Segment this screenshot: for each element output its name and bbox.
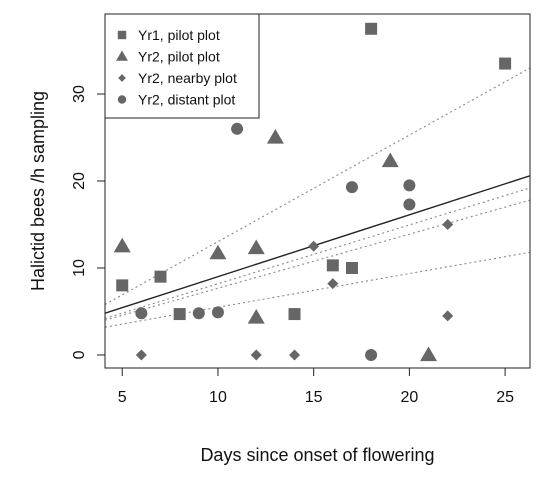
legend-entry-label: Yr1, pilot plot xyxy=(138,27,220,43)
legend-entry-label: Yr2, nearby plot xyxy=(138,70,237,86)
data-point-diamond-1 xyxy=(250,349,262,361)
data-point-diamond-0 xyxy=(135,349,147,361)
series-fit-line-3 xyxy=(105,199,530,321)
data-point-square-1 xyxy=(154,270,167,283)
data-point-diamond-5 xyxy=(442,218,454,230)
plot-area xyxy=(105,22,530,362)
x-tick-label: 5 xyxy=(118,389,127,406)
x-tick-label: 20 xyxy=(400,389,418,406)
data-point-circle-4 xyxy=(345,181,358,194)
y-tick-label: 20 xyxy=(71,172,88,190)
data-point-circle-0 xyxy=(135,307,148,320)
legend-marker-diamond xyxy=(118,74,126,82)
data-point-triangle-3 xyxy=(247,309,265,324)
y-axis-label: Halictid bees /h sampling xyxy=(28,91,48,291)
data-point-diamond-4 xyxy=(327,278,339,290)
legend-marker-circle xyxy=(117,95,127,104)
data-point-circle-5 xyxy=(365,348,378,361)
data-point-triangle-4 xyxy=(266,129,284,144)
data-point-circle-1 xyxy=(192,307,205,320)
data-point-triangle-0 xyxy=(113,237,131,253)
legend-box xyxy=(104,13,260,119)
y-tick-label: 0 xyxy=(71,350,88,359)
data-point-square-2 xyxy=(173,308,186,321)
plot-contents xyxy=(105,22,530,362)
data-point-diamond-2 xyxy=(289,349,301,361)
x-tick-label: 15 xyxy=(305,389,323,406)
data-point-square-4 xyxy=(326,259,339,272)
data-point-square-7 xyxy=(499,57,512,70)
data-point-square-5 xyxy=(345,261,358,274)
data-point-diamond-3 xyxy=(308,240,320,252)
y-tick-label: 10 xyxy=(71,259,88,277)
data-point-diamond-6 xyxy=(442,310,454,322)
y-tick-label: 30 xyxy=(71,85,88,103)
series-fit-line-1 xyxy=(105,67,530,305)
data-point-circle-6 xyxy=(403,179,416,192)
data-point-triangle-2 xyxy=(247,239,265,255)
legend-marker-triangle xyxy=(116,50,128,61)
x-tick-label: 25 xyxy=(496,389,514,406)
overall-fit-line xyxy=(105,175,530,314)
data-point-circle-2 xyxy=(211,306,224,319)
data-point-triangle-1 xyxy=(209,244,227,260)
x-axis-label: Days since onset of flowering xyxy=(200,445,434,465)
data-point-square-3 xyxy=(288,308,301,321)
data-point-square-0 xyxy=(116,279,129,292)
data-point-triangle-6 xyxy=(420,346,438,362)
x-tick-label: 10 xyxy=(209,389,227,406)
data-point-circle-3 xyxy=(231,122,244,135)
series-fit-line-4 xyxy=(105,251,530,328)
legend-entry-label: Yr2, pilot plot xyxy=(138,49,220,65)
legend-marker-square xyxy=(117,30,127,40)
data-point-circle-7 xyxy=(403,198,416,211)
data-point-square-6 xyxy=(365,22,378,35)
legend: Yr1, pilot plot Yr2, pilot plot Yr2, nearb… xyxy=(104,13,260,119)
series-fit-line-2 xyxy=(105,187,530,319)
axes: 5 10 15 20 25 0 10 20 30 xyxy=(71,13,531,406)
data-point-triangle-5 xyxy=(381,152,399,168)
legend-entry-label: Yr2, distant plot xyxy=(138,92,235,108)
plot-frame xyxy=(104,13,531,369)
